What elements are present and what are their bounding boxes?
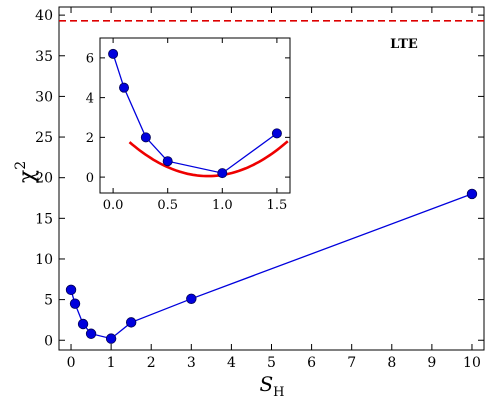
inset-data-point (140, 132, 151, 143)
main-data-point (186, 293, 197, 304)
inset-x-tick-label: 1.0 (212, 198, 233, 213)
main-data-point (125, 317, 137, 328)
main-data-point (65, 284, 77, 296)
main-y-tick-label: 5 (44, 293, 53, 309)
main-x-tick-label: 0 (67, 355, 76, 371)
main-data-point (466, 188, 478, 200)
main-series-line (70, 193, 473, 340)
inset-plot-frame (99, 37, 291, 194)
x-axis-label-main: S (259, 372, 273, 396)
main-data-point (69, 298, 81, 309)
inset-y-tick-label: 4 (86, 91, 94, 106)
main-y-tick-label: 25 (35, 130, 53, 146)
main-x-tick-label: 3 (187, 355, 196, 371)
inset-x-tick-label: 0.5 (157, 198, 178, 213)
main-data-point (77, 318, 89, 330)
main-x-tick-label: 9 (427, 355, 436, 371)
inset-y-tick-label: 2 (86, 131, 94, 146)
inset-x-tick-label: 1.5 (267, 198, 288, 213)
inset-data-point (271, 128, 282, 139)
y-axis-label-main: χ (15, 170, 40, 183)
inset-x-tick-label: 0.0 (103, 198, 124, 213)
inset-data-point (119, 82, 130, 93)
main-x-tick-label: 2 (147, 355, 156, 371)
main-y-tick-label: 30 (35, 89, 53, 105)
inset-series-line (112, 53, 278, 174)
inset-data-point (217, 168, 228, 179)
main-x-tick-label: 6 (307, 355, 316, 371)
main-y-tick-label: 0 (44, 333, 53, 349)
inset-data-point (108, 48, 119, 59)
main-x-tick-label: 8 (387, 355, 396, 371)
main-y-tick-label: 10 (35, 252, 53, 268)
lte-label: LTE (390, 37, 418, 52)
main-y-tick-label: 35 (35, 49, 53, 65)
inset-y-tick-label: 0 (86, 171, 94, 186)
main-x-tick-label: 7 (347, 355, 356, 371)
main-x-tick-label: 10 (463, 355, 481, 371)
inset-data-point (162, 156, 173, 167)
inset-plot-marks: 0.0 0.5 1.0 1.5 0 2 4 6 (86, 38, 290, 213)
y-axis-label: χ2 (13, 161, 40, 183)
main-x-tick-label: 5 (267, 355, 276, 371)
x-axis-label-sub: H (273, 385, 284, 400)
main-data-point (85, 328, 97, 339)
inset-fit-curve (128, 140, 289, 178)
main-y-tick-label: 20 (35, 171, 53, 187)
main-x-tick-label: 4 (227, 355, 236, 371)
x-axis-label: SH (259, 372, 284, 400)
inset-y-tick-label: 6 (86, 52, 94, 67)
main-data-point (105, 333, 117, 344)
main-x-tick-label: 1 (107, 355, 116, 371)
main-y-tick-label: 40 (35, 8, 53, 24)
main-y-tick-label: 15 (35, 211, 53, 227)
y-axis-label-sup: 2 (13, 161, 29, 170)
